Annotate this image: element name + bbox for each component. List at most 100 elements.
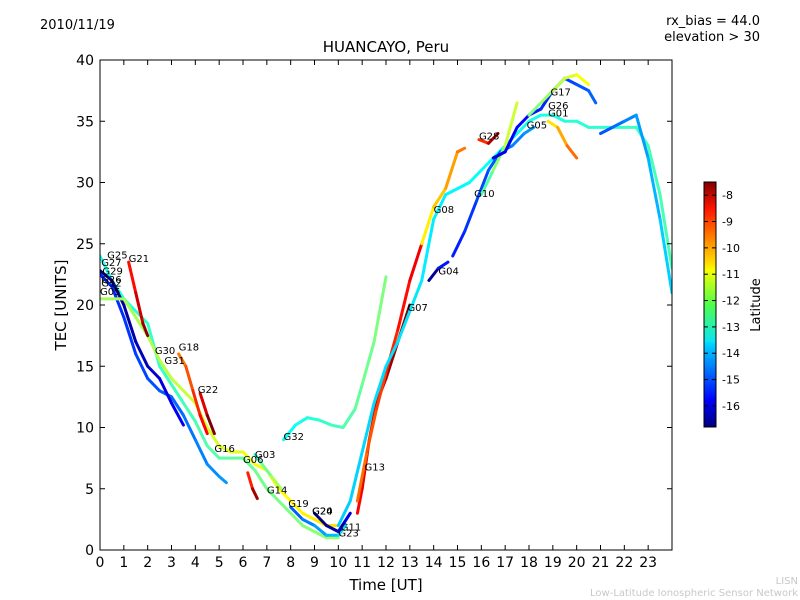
footer-org-full: Low-Latitude Ionospheric Sensor Network [590,588,798,599]
series-segment [408,242,424,282]
series-segment [451,230,467,258]
series-segment [622,113,638,123]
satellite-label: G05 [527,121,547,132]
series-segment [646,156,662,221]
series-segment [420,205,436,246]
y-tick-label: 40 [76,53,94,69]
series-segment [110,279,126,307]
x-tick-label: 23 [639,555,657,571]
series-segment [515,119,531,135]
series-segment [100,272,114,289]
series-segment [491,150,507,160]
series-segment [575,73,591,86]
colorbar-tick-label: -11 [722,268,740,281]
x-tick-label: 9 [310,555,319,571]
x-tick-label: 18 [520,555,538,571]
y-tick-label: 10 [76,421,94,437]
series-segment [522,125,536,135]
series-segment [634,113,650,160]
x-tick-label: 11 [353,555,371,571]
x-tick-label: 15 [449,555,467,571]
satellite-label: G29 [102,266,122,277]
satellite-label: G04 [438,266,458,277]
series-segment [563,73,579,80]
satellite-label: G12 [101,279,121,290]
series-segment [301,517,316,527]
series-segment [134,291,145,325]
series-segment [353,383,364,411]
series-segment [444,187,459,197]
y-tick-label: 30 [76,176,94,192]
satellite-label: G05 [100,287,120,298]
series-segment [427,266,440,282]
series-segment [158,377,173,405]
series-segment [336,499,352,527]
x-tick-label: 3 [167,555,176,571]
colorbar-tick-label: -15 [722,374,740,387]
series-segment [205,413,216,436]
series-segment [122,315,138,356]
series-segment [205,444,221,460]
series-segment [181,413,197,442]
series-segment [575,119,591,129]
footer-org-short: LISN [775,576,798,587]
x-tick-label: 22 [615,555,633,571]
series-segment [181,389,197,405]
series-segment [551,76,567,93]
series-segment [355,450,369,503]
colorbar-ticks: -8 -9 -10 -11 -12 -13 -14 -15 -16 [704,189,740,413]
satellite-label: G10 [474,189,494,200]
colorbar-label: Latitude [749,278,764,332]
series-segment [170,377,185,393]
series-segment [191,389,202,417]
series-segment [317,418,333,427]
colorbar-tick-label: -8 [722,189,733,202]
x-tick-label: 19 [544,555,562,571]
series-segment [122,303,138,344]
satellite-label: G03 [255,450,275,461]
series-segment [205,426,221,448]
satellite-label: G19 [288,499,308,510]
series-segment [486,132,500,145]
series-segment [396,309,412,344]
series-segment [360,340,376,387]
series-segment [193,419,209,448]
series-segment [170,395,185,417]
series-segment [463,199,479,233]
colorbar-tick-label: -12 [722,295,740,308]
series-segment [587,89,598,105]
x-tick-label: 1 [119,555,128,571]
series-segment [282,423,297,442]
series-segment [575,83,591,93]
colorbar-tick-label: -9 [722,216,733,229]
colorbar-tick-label: -16 [722,400,740,413]
series-segment [198,413,209,436]
series-segment [444,150,459,191]
series-segment [610,119,626,129]
series-segment [289,499,305,515]
series-segment [253,452,264,466]
series-segment [246,471,255,491]
x-tick-label: 12 [377,555,395,571]
series-segment [127,260,138,295]
satellite-label: G18 [179,342,199,353]
y-tick-label: 25 [76,237,94,253]
satellite-label: G25 [107,250,127,261]
y-tick-label: 5 [85,482,94,498]
series-segment [372,364,388,405]
series-segment [503,101,519,148]
satellite-label: G11 [341,522,361,533]
series-segment [539,89,555,105]
series-segment [241,456,257,472]
series-segment [432,193,448,221]
satellite-label: G22 [198,385,218,396]
x-tick-label: 16 [472,555,490,571]
series-segment [110,285,126,319]
series-segment [384,340,400,368]
series-segment [313,511,328,527]
series-segment [158,364,173,387]
series-segment [510,132,526,148]
satellite-label: G13 [365,462,385,473]
satellite-label: G26 [101,275,121,286]
